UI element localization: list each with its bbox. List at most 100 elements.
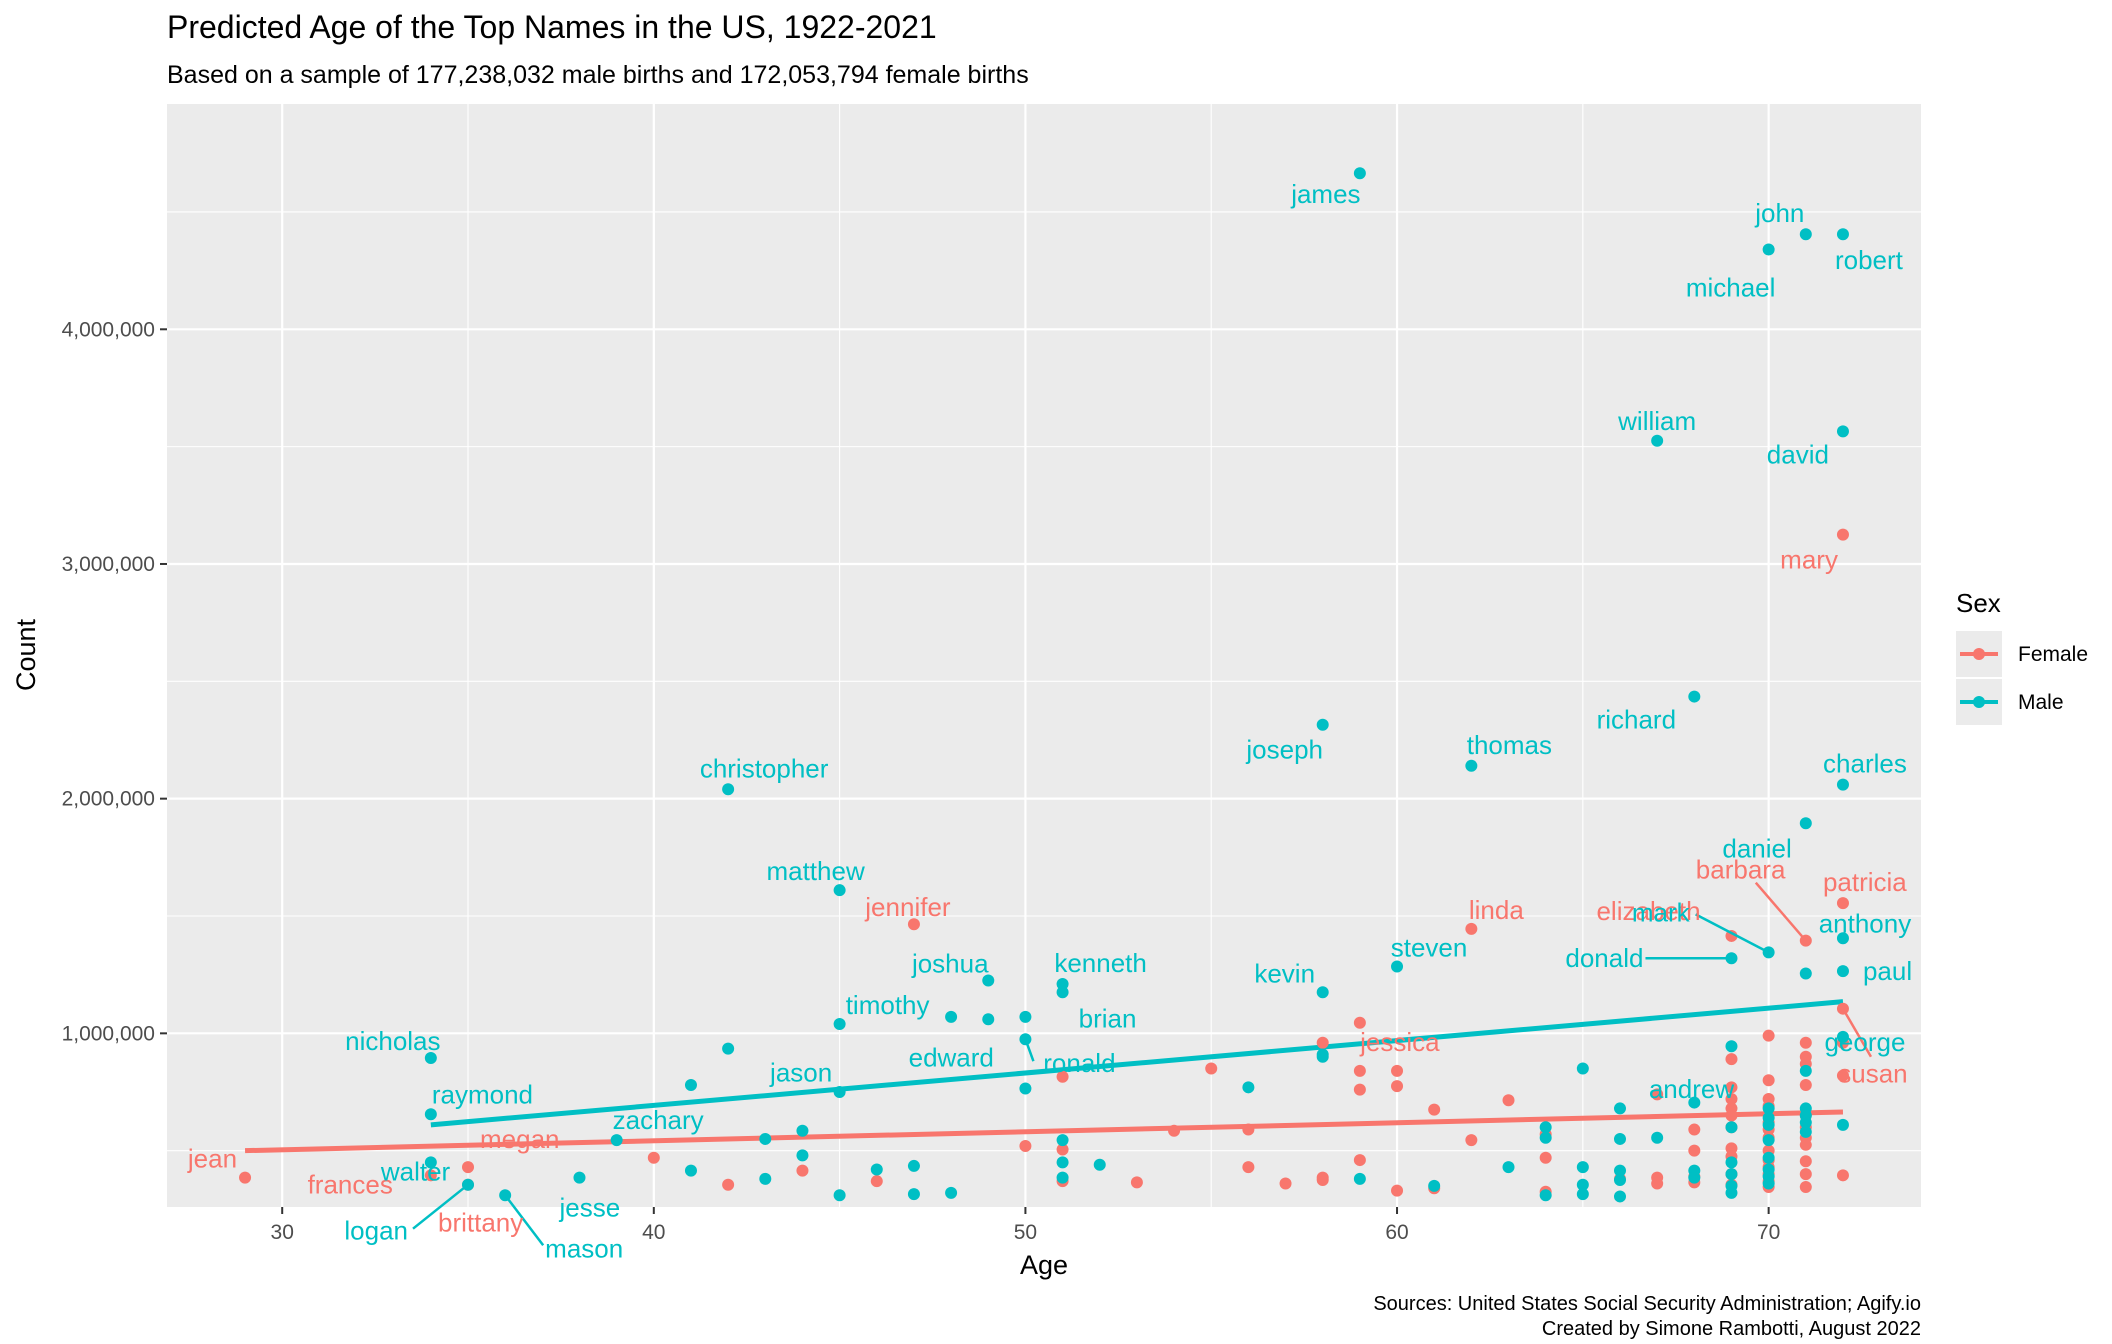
point-male <box>424 1108 437 1121</box>
point-label-susan: susan <box>1838 1059 1907 1089</box>
point-female <box>1539 1151 1552 1164</box>
point-label-william: william <box>1617 406 1696 436</box>
point-female <box>1353 1154 1366 1167</box>
point-male <box>1799 817 1812 830</box>
legend-item-female: Female <box>1956 631 2088 677</box>
point-male <box>907 1188 920 1201</box>
point-label-linda: linda <box>1469 895 1524 925</box>
point-male <box>1391 960 1404 973</box>
point-male <box>1613 1174 1626 1187</box>
point-male <box>1762 1151 1775 1164</box>
y-tick-label-1-000-000: 1,000,000 <box>62 1022 155 1045</box>
point-female <box>1836 1169 1849 1182</box>
point-label-zachary: zachary <box>613 1105 704 1135</box>
point-label-patricia: patricia <box>1823 867 1907 897</box>
point-label-kevin: kevin <box>1254 958 1315 988</box>
point-female <box>1353 1016 1366 1029</box>
point-female <box>1056 1143 1069 1156</box>
point-male <box>833 1189 846 1202</box>
point-male <box>610 1134 623 1147</box>
point-female <box>1019 1139 1032 1152</box>
trend-line-female <box>244 1109 1844 1154</box>
point-female <box>1836 897 1849 910</box>
point-male <box>1316 986 1329 999</box>
point-female <box>1762 1029 1775 1042</box>
x-axis-ticks: 30 40 50 60 70 <box>271 1207 1780 1244</box>
point-male <box>1651 1131 1664 1144</box>
point-label-richard: richard <box>1597 705 1676 735</box>
point-female <box>1725 1109 1738 1122</box>
point-label-mason: mason <box>545 1233 623 1263</box>
x-axis-label: Age <box>1020 1250 1068 1280</box>
y-tick-label-3-000-000: 3,000,000 <box>62 553 155 576</box>
point-label-kenneth: kenneth <box>1054 948 1147 978</box>
point-male <box>759 1172 772 1185</box>
point-male <box>1725 1168 1738 1181</box>
point-label-john: john <box>1754 198 1804 228</box>
point-male <box>1056 1171 1069 1184</box>
point-male <box>1576 1188 1589 1201</box>
point-male <box>1836 1118 1849 1131</box>
point-label-edward: edward <box>909 1042 994 1072</box>
leader-line-logan <box>412 1183 469 1230</box>
point-label-matthew: matthew <box>766 856 864 886</box>
point-label-ronald: ronald <box>1043 1048 1115 1078</box>
point-male <box>796 1124 809 1137</box>
point-male <box>1762 1134 1775 1147</box>
point-male <box>1056 1156 1069 1169</box>
point-female <box>647 1151 660 1164</box>
point-male <box>1428 1179 1441 1192</box>
point-female <box>870 1175 883 1188</box>
point-male <box>1725 1186 1738 1199</box>
point-label-timothy: timothy <box>846 990 930 1020</box>
point-female <box>1279 1177 1292 1190</box>
point-female <box>1242 1123 1255 1136</box>
point-male <box>1502 1161 1515 1174</box>
point-male <box>1613 1132 1626 1145</box>
point-male <box>1316 718 1329 731</box>
point-male <box>1613 1164 1626 1177</box>
point-female <box>1391 1184 1404 1197</box>
legend-item-male: Male <box>1956 679 2064 725</box>
point-male <box>1651 434 1664 447</box>
point-male <box>1056 1134 1069 1147</box>
chart-subtitle: Based on a sample of 177,238,032 male bi… <box>167 61 1029 89</box>
point-female <box>1242 1161 1255 1174</box>
point-female <box>1465 1134 1478 1147</box>
point-label-brittany: brittany <box>438 1208 523 1238</box>
point-label-michael: michael <box>1686 273 1776 303</box>
point-male <box>796 1149 809 1162</box>
point-label-charles: charles <box>1823 749 1907 779</box>
point-male <box>870 1163 883 1176</box>
point-male <box>1539 1131 1552 1144</box>
point-male <box>1836 778 1849 791</box>
x-tick-label-40: 40 <box>642 1221 665 1244</box>
point-female <box>1502 1094 1515 1107</box>
y-axis-ticks: 1,000,000 2,000,000 3,000,000 4,000,000 <box>62 318 167 1045</box>
x-tick-label-30: 30 <box>271 1221 294 1244</box>
point-male <box>1762 1118 1775 1131</box>
caption-credit: Created by Simone Rambotti, August 2022 <box>1542 1318 1921 1340</box>
point-male <box>907 1159 920 1172</box>
point-female <box>1836 1069 1849 1082</box>
point-female <box>907 918 920 931</box>
point-label-logan: logan <box>344 1216 408 1246</box>
point-male <box>684 1164 697 1177</box>
point-label-elizabeth: elizabeth <box>1596 896 1700 926</box>
point-male <box>1688 1171 1701 1184</box>
point-label-jennifer: jennifer <box>864 892 951 922</box>
point-female <box>1725 1053 1738 1066</box>
point-male <box>1353 167 1366 180</box>
legend: Sex Female Male <box>1956 588 2088 725</box>
point-female <box>239 1171 252 1184</box>
point-label-brian: brian <box>1079 1003 1137 1033</box>
point-label-daniel: daniel <box>1722 833 1791 863</box>
point-male <box>1242 1081 1255 1094</box>
point-male <box>945 1010 958 1023</box>
point-label-andrew: andrew <box>1649 1074 1734 1104</box>
point-female <box>1725 1093 1738 1106</box>
legend-title: Sex <box>1956 588 2001 618</box>
point-male <box>1799 228 1812 241</box>
point-female <box>1391 1080 1404 1093</box>
